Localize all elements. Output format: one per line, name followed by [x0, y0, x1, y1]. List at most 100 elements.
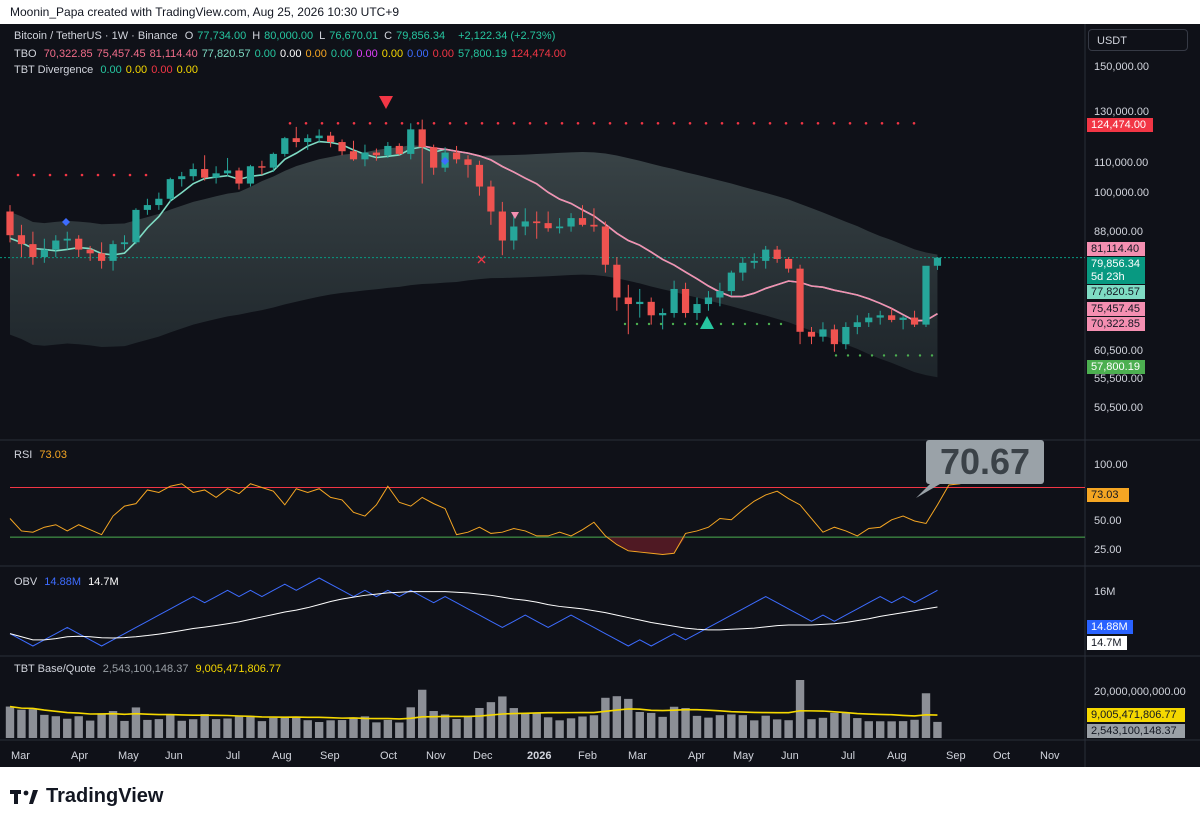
resistance-dot	[336, 121, 340, 125]
resistance-dot	[576, 121, 580, 125]
candle-body	[739, 262, 747, 273]
resistance-dot	[880, 121, 884, 125]
candle-body	[796, 268, 804, 332]
resistance-dot	[624, 121, 628, 125]
candle-body	[292, 138, 300, 143]
time-axis-label: 2026	[527, 750, 552, 762]
support-dot	[894, 354, 898, 357]
tbt-bq-ma-price-tag: 9,005,471,806.77	[1087, 708, 1185, 722]
tbo-cloud	[10, 145, 938, 378]
tbo-value: 75,457.45	[96, 48, 146, 60]
volume-bar	[452, 718, 461, 738]
tbo-value: 0.00	[254, 48, 277, 60]
resistance-dot	[528, 121, 532, 125]
volume-bar	[40, 714, 49, 738]
candle-body	[922, 265, 930, 325]
candle-body	[132, 209, 140, 243]
time-axis-label: Sep	[320, 750, 340, 762]
resistance-dot	[464, 121, 468, 125]
tbo-value: 0.00	[407, 48, 429, 60]
candle-body	[178, 176, 186, 180]
buy-signal-marker	[700, 316, 714, 329]
candle-body	[155, 198, 163, 206]
resistance-dot	[784, 121, 788, 125]
resistance-dot	[416, 121, 420, 125]
obv-ma-line	[9, 591, 938, 641]
volume-bar	[349, 717, 358, 738]
candle-body	[407, 129, 415, 154]
support-dot	[918, 354, 922, 357]
resistance-dot	[608, 121, 612, 125]
support-dot	[906, 354, 910, 357]
time-axis-label: Aug	[272, 750, 292, 762]
tbt-bq-ma-value: 9,005,471,806.77	[195, 663, 282, 675]
time-axis-label: Oct	[380, 750, 398, 762]
currency-button[interactable]: USDT	[1088, 29, 1188, 51]
candle-body	[498, 211, 506, 241]
rsi-line	[9, 483, 961, 556]
volume-bar	[841, 713, 851, 738]
obv-ma-value: 14.7M	[88, 576, 119, 588]
volume-bar	[876, 721, 885, 738]
support-dot	[755, 322, 759, 326]
candle-body	[246, 166, 255, 184]
candle-body	[899, 317, 907, 320]
last-price-tag: 79,856.34	[1087, 257, 1145, 271]
time-axis-label: Apr	[71, 750, 89, 762]
ohlc-key: L	[319, 30, 326, 42]
resistance-dot	[448, 121, 452, 125]
candle-body	[86, 249, 94, 254]
ohlc-key: H	[252, 30, 261, 42]
support-dot	[882, 354, 886, 357]
candle-body	[235, 170, 243, 184]
candle-body	[521, 221, 529, 227]
diamond-marker	[441, 157, 449, 165]
tbo-value: 0.00	[356, 48, 378, 60]
candle-body	[349, 151, 358, 160]
volume-bar	[395, 722, 404, 738]
tbo-value: 0.00	[280, 48, 302, 60]
volume-bar	[326, 720, 335, 738]
time-axis-label: Sep	[946, 750, 966, 762]
tradingview-logo[interactable]: TradingView	[10, 785, 163, 808]
time-axis-label: Aug	[887, 750, 907, 762]
resistance-price-tag: 124,474.00	[1087, 118, 1153, 132]
candle-body	[281, 138, 289, 154]
tbo-fast-line	[9, 140, 938, 322]
tbo-value: 81,114.40	[149, 48, 198, 60]
volume-bar	[257, 721, 267, 738]
volume-bar	[360, 716, 370, 738]
resistance-dot	[432, 121, 436, 125]
volume-bar	[131, 707, 141, 738]
candle-body	[487, 186, 495, 212]
ohlc-key: O	[184, 30, 194, 42]
resistance-dot	[640, 121, 644, 125]
rsi-callout-pointer	[916, 484, 940, 498]
resistance-dot	[368, 121, 372, 125]
support-dot	[719, 322, 723, 326]
resistance-dot	[128, 173, 132, 177]
obv-ma-price-tag: 14.7M	[1087, 636, 1127, 650]
volume-bar	[120, 720, 129, 738]
resistance-dot	[496, 121, 500, 125]
support-dot	[846, 354, 850, 357]
tbt-bq-volume-price-tag: 2,543,100,148.37	[1087, 724, 1185, 738]
candle-body	[418, 129, 426, 148]
time-axis-label: Jul	[226, 750, 241, 762]
volume-bar	[246, 716, 255, 738]
volume-bar	[784, 720, 793, 738]
volume-bar	[314, 722, 324, 738]
ohlc-value: 80,000.00	[264, 30, 314, 42]
time-axis-label: Oct	[993, 750, 1011, 762]
price-tick: 60,500.00	[1094, 345, 1143, 357]
time-axis-label: May	[733, 750, 754, 762]
resistance-dot	[704, 121, 708, 125]
support-dot	[635, 322, 639, 326]
volume-bar	[463, 715, 473, 738]
candle-body	[727, 272, 735, 292]
tbo-value: 0.00	[330, 48, 353, 60]
resistance-dot	[304, 121, 308, 125]
obv-price-tag: 14.88M	[1087, 620, 1133, 634]
price-tick: 130,000.00	[1094, 106, 1150, 118]
tbo-helper	[10, 146, 525, 321]
